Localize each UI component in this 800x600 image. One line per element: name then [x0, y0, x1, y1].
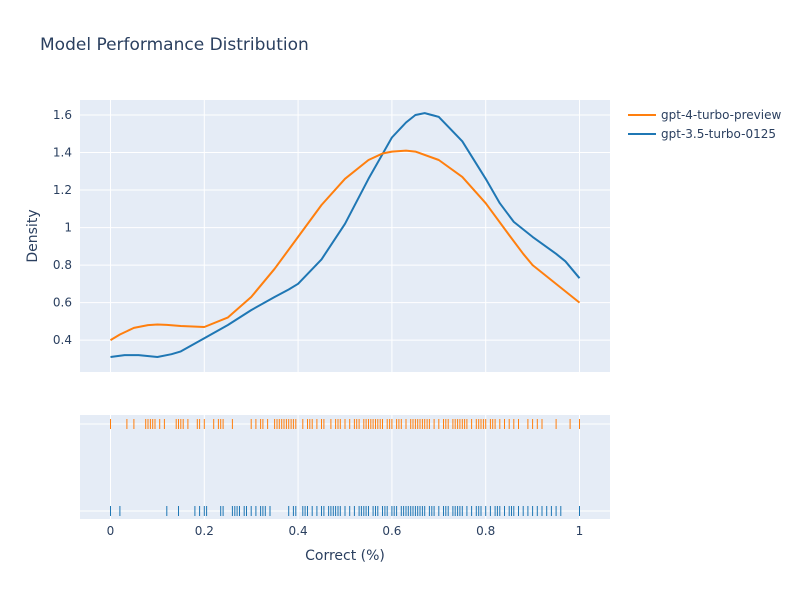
x-tick-label: 0.4	[289, 524, 308, 538]
x-tick-labels: 0 0.2 0.4 0.6 0.8 1	[107, 524, 584, 538]
density-plot-area	[80, 100, 610, 372]
x-tick-label: 0	[107, 524, 115, 538]
rug-marks	[110, 419, 580, 516]
legend: gpt-4-turbo-preview gpt-3.5-turbo-0125	[628, 108, 781, 141]
y-tick-label: 1	[64, 221, 72, 235]
rug-plot-area	[80, 415, 610, 519]
y-tick-labels: 0.4 0.6 0.8 1 1.2 1.4 1.6	[53, 108, 72, 347]
chart-title: Model Performance Distribution	[40, 35, 309, 55]
legend-label: gpt-3.5-turbo-0125	[661, 127, 776, 141]
density-line-gpt-4-turbo-preview	[109, 149, 581, 341]
legend-label: gpt-4-turbo-preview	[661, 108, 781, 122]
y-tick-label: 1.6	[53, 108, 72, 122]
y-tick-label: 1.2	[53, 183, 72, 197]
x-tick-label: 0.6	[382, 524, 401, 538]
x-tick-label: 0.2	[195, 524, 214, 538]
x-tick-label: 1	[576, 524, 584, 538]
y-axis-label: Density	[25, 209, 41, 262]
y-tick-label: 0.4	[53, 333, 72, 347]
x-axis-label: Correct (%)	[305, 548, 385, 564]
x-tick-label: 0.8	[476, 524, 495, 538]
y-tick-label: 0.8	[53, 258, 72, 272]
density-line-gpt-3.5-turbo-0125	[110, 112, 581, 358]
density-curves	[109, 112, 581, 358]
y-tick-label: 0.6	[53, 296, 72, 310]
y-tick-label: 1.4	[53, 146, 72, 160]
